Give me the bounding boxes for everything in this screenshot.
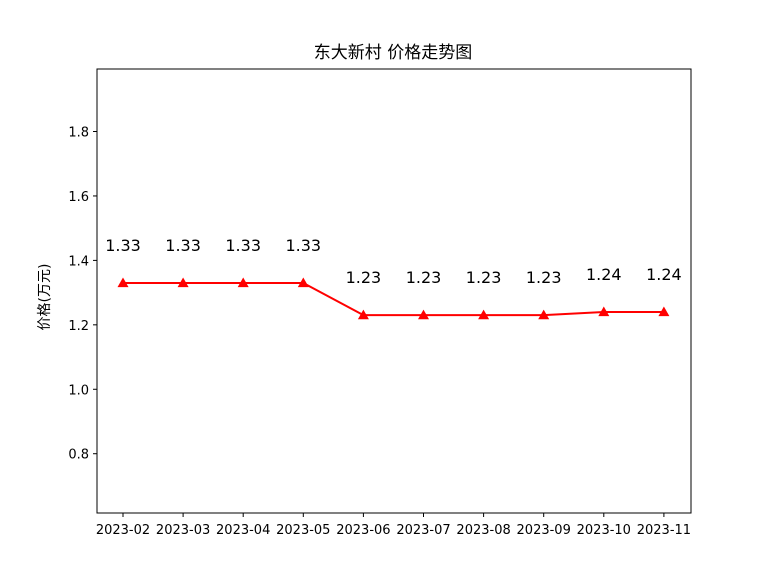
y-tick-label: 1.0	[68, 383, 89, 398]
data-label: 1.33	[105, 236, 141, 255]
plot-area: 0.8 1.0 1.2 1.4 1.6 1.8 2023-02 2023-03 2023-04 2…	[68, 126, 691, 538]
data-point-marker	[297, 277, 309, 288]
x-tick-label: 2023-06	[336, 523, 390, 538]
x-tick-label: 2023-09	[517, 523, 571, 538]
x-tick-label: 2023-07	[396, 523, 450, 538]
data-point-marker	[538, 309, 550, 320]
data-label: 1.24	[586, 265, 622, 284]
y-axis-label-group: 价格(万元)	[37, 264, 53, 331]
data-label: 1.23	[406, 268, 442, 287]
data-label: 1.23	[346, 268, 382, 287]
x-tick-label: 2023-10	[577, 523, 631, 538]
data-point-marker	[418, 309, 429, 320]
x-tick-label: 2023-08	[456, 523, 510, 538]
x-tick-label: 2023-03	[156, 523, 210, 538]
y-tick-label: 1.4	[68, 254, 89, 269]
data-point-marker	[598, 306, 610, 317]
data-label: 1.33	[165, 236, 201, 255]
data-label: 1.24	[646, 265, 682, 284]
data-point-marker	[237, 277, 249, 288]
data-label: 1.33	[285, 236, 321, 255]
data-point-marker	[177, 277, 189, 288]
chart-title: 东大新村 价格走势图	[314, 43, 472, 63]
data-point-marker	[658, 306, 670, 317]
data-point-marker	[117, 277, 129, 288]
data-label: 1.23	[526, 268, 562, 287]
y-tick-label: 1.8	[68, 126, 89, 141]
x-tick-label: 2023-11	[637, 523, 691, 538]
x-tick-label: 2023-02	[96, 523, 150, 538]
x-tick-label: 2023-04	[216, 523, 270, 538]
data-point-marker	[478, 309, 490, 320]
series-line	[123, 281, 664, 317]
plot-frame	[96, 68, 692, 514]
y-tick-label: 1.6	[68, 190, 89, 205]
data-label: 1.23	[466, 268, 502, 287]
data-point-marker	[357, 309, 369, 320]
y-tick-label: 0.8	[68, 448, 89, 463]
x-tick-label: 2023-05	[276, 523, 330, 538]
y-tick-label: 1.2	[68, 319, 89, 334]
data-label: 1.33	[225, 236, 261, 255]
y-axis-label: 价格(万元)	[37, 264, 53, 331]
